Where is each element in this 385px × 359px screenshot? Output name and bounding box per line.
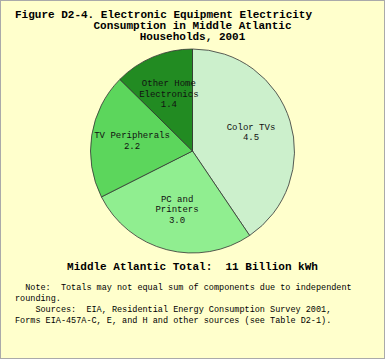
html-text:Consumption in Middle Atlantic: Consumption in Middle Atlantic	[93, 20, 292, 32]
html-text:Middle Atlantic Total: 11 Bill: Middle Atlantic Total: 11 Billion kWh	[67, 261, 318, 273]
html-text:Forms EIA-457A-C, E, and H and: Forms EIA-457A-C, E, and H and other sou…	[15, 316, 332, 326]
html-text:Figure D2-4. Electronic Equipm: Figure D2-4. Electronic Equipment Electr…	[15, 9, 313, 21]
html-text:rounding.: rounding.	[15, 294, 61, 304]
svg-text:Color TVs4.5: Color TVs4.5	[227, 123, 276, 143]
html-text:Sources: EIA, Residential Ener: Sources: EIA, Residential Energy Consump…	[15, 305, 332, 315]
html-text:Households, 2001: Households, 2001	[139, 31, 246, 43]
svg-text:PC andPrinters3.0: PC andPrinters3.0	[155, 195, 198, 226]
html-text:Note: Totals may not equal sum: Note: Totals may not equal sum of compon…	[15, 283, 352, 293]
svg-text:Other HomeElectronics1.4: Other HomeElectronics1.4	[139, 79, 198, 110]
svg-text:TV Peripherals2.2: TV Peripherals2.2	[94, 131, 170, 151]
